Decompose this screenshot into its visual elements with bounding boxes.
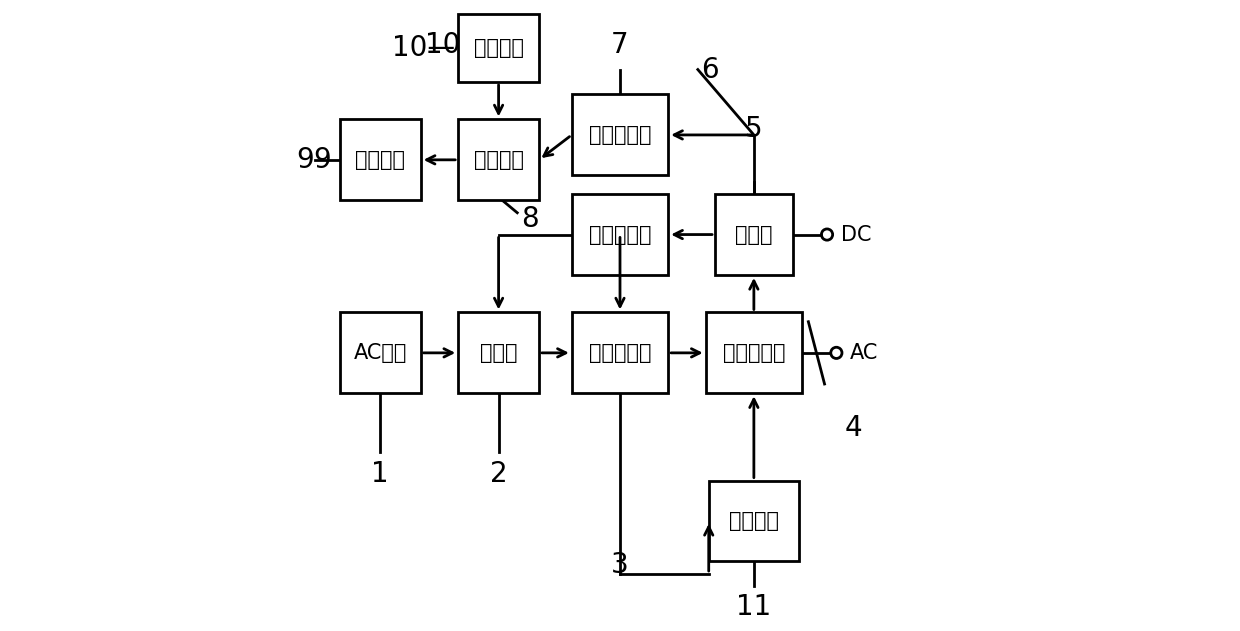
Bar — [458, 119, 539, 200]
Text: 电流检测器: 电流检测器 — [589, 125, 651, 145]
Text: 4: 4 — [844, 413, 862, 442]
Bar — [340, 119, 420, 200]
Text: DC: DC — [841, 225, 872, 245]
Text: 整流器: 整流器 — [735, 225, 773, 245]
Text: 2: 2 — [490, 460, 507, 488]
Text: 10—: 10— — [392, 33, 455, 62]
Text: 5: 5 — [745, 115, 763, 143]
Text: 控制电机: 控制电机 — [729, 511, 779, 531]
Text: 控制中心: 控制中心 — [474, 150, 523, 170]
Bar — [458, 312, 539, 393]
Text: 10: 10 — [425, 31, 460, 59]
Bar — [709, 481, 799, 562]
Bar — [572, 194, 668, 275]
Text: 1: 1 — [372, 460, 389, 488]
Text: 7: 7 — [611, 31, 629, 59]
Bar — [715, 194, 792, 275]
Bar — [572, 95, 668, 175]
Bar — [458, 13, 539, 82]
Text: 继电器: 继电器 — [480, 343, 517, 363]
Text: 报警装置: 报警装置 — [356, 150, 405, 170]
Text: 3: 3 — [611, 551, 629, 579]
Text: 11: 11 — [737, 593, 771, 621]
Text: AC: AC — [851, 343, 878, 363]
Text: 6: 6 — [702, 56, 719, 83]
Text: 电压调节器: 电压调节器 — [589, 343, 651, 363]
Text: 8: 8 — [521, 205, 538, 233]
Text: 电压检测器: 电压检测器 — [589, 225, 651, 245]
Bar — [706, 312, 802, 393]
Text: AC电源: AC电源 — [353, 343, 407, 363]
Text: 9: 9 — [314, 146, 331, 174]
Text: 高压变压器: 高压变压器 — [723, 343, 785, 363]
Bar — [340, 312, 420, 393]
Text: 输入设备: 输入设备 — [474, 38, 523, 58]
Bar — [572, 312, 668, 393]
Text: 9: 9 — [296, 146, 314, 174]
